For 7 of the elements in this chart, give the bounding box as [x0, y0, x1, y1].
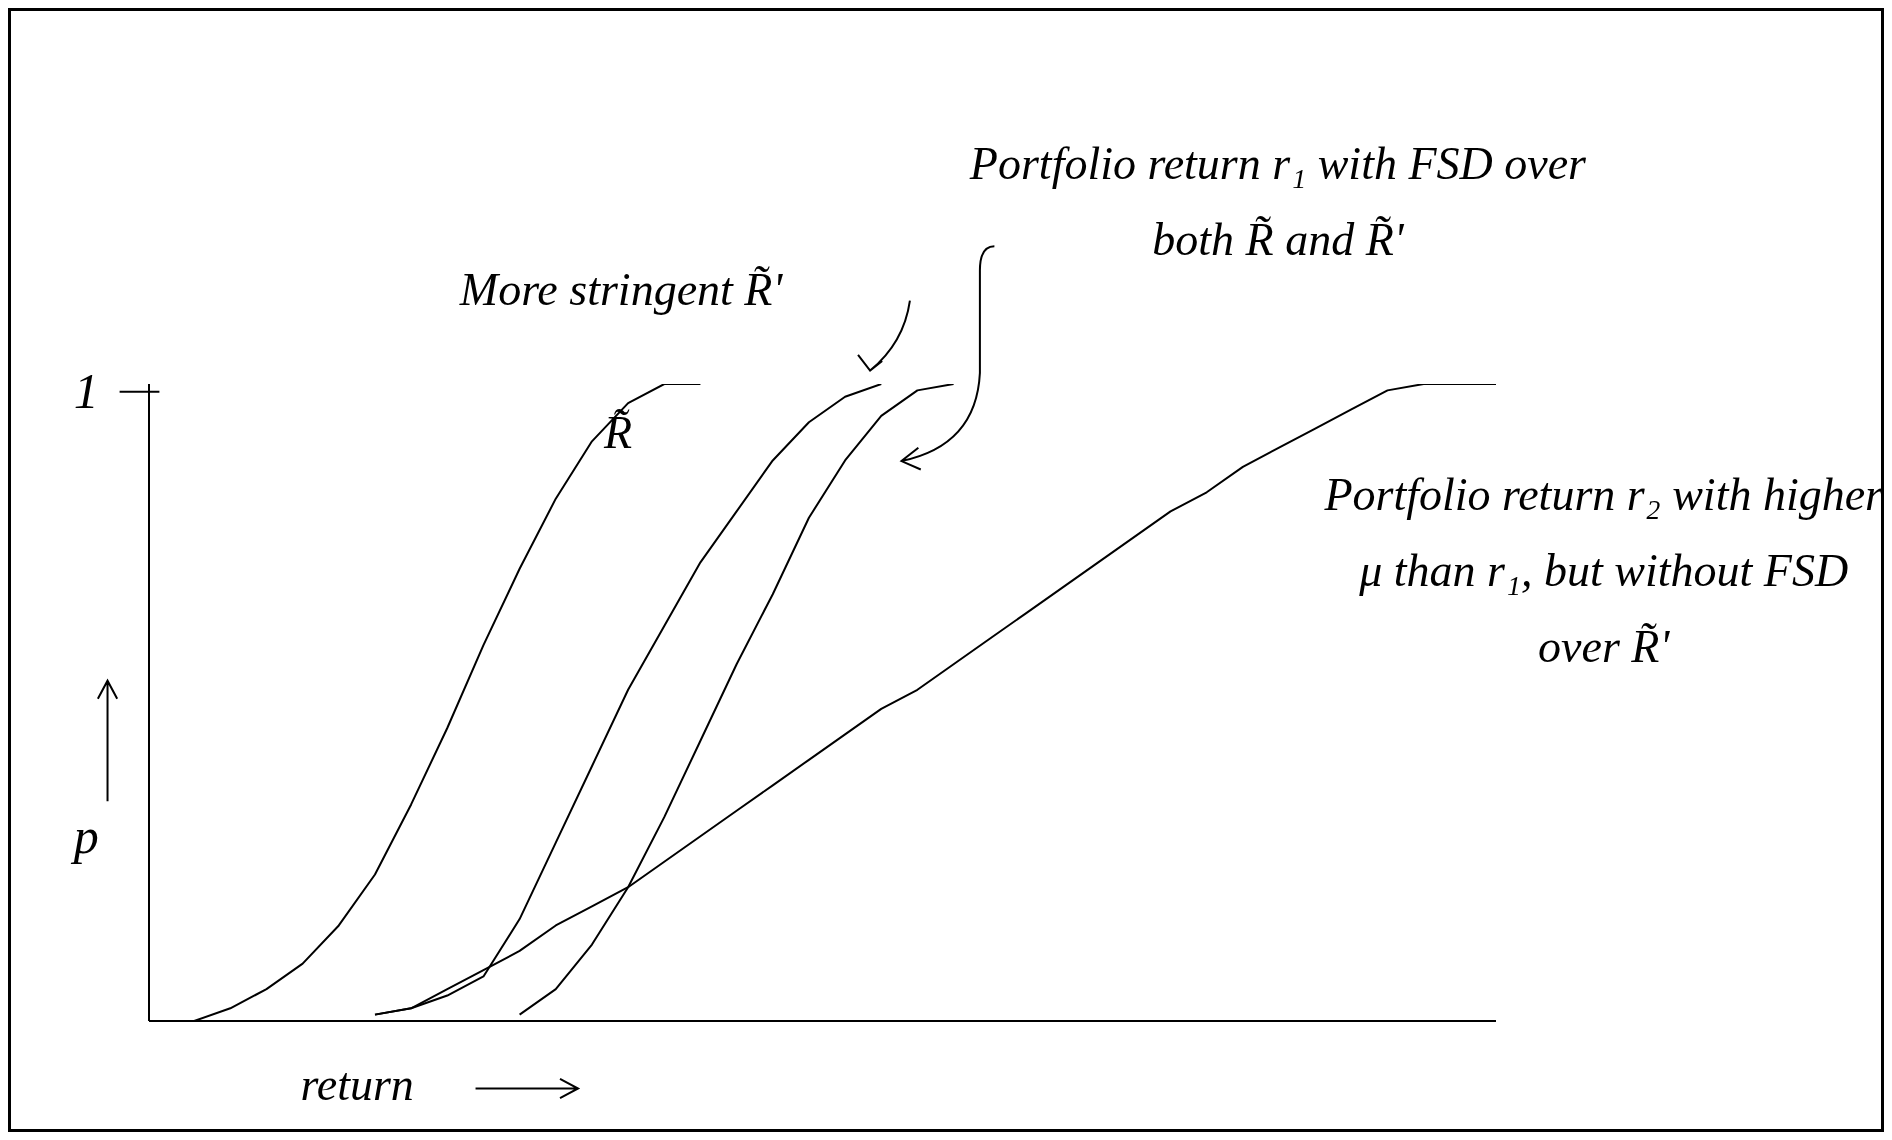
text: Portfolio return r₁ with FSD over both R̃ and R̃' — [968, 136, 1587, 267]
y-axis-title: p — [73, 807, 99, 866]
text: More stringent R̃' — [459, 263, 784, 318]
text: 1 — [73, 361, 100, 421]
annotation: Portfolio return r₂ with higher μ than r₁, but without FSD over R̃' — [1323, 468, 1885, 675]
series-label: R̃ — [603, 407, 633, 459]
x-axis-title: return — [300, 1058, 414, 1112]
